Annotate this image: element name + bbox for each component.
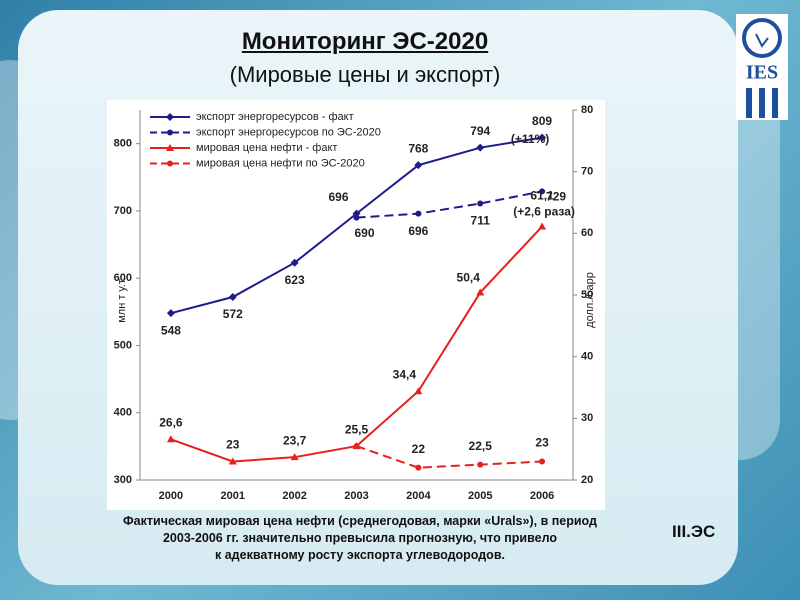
data-label: 34,4 (393, 367, 417, 381)
marker (167, 129, 173, 136)
subtitle: (Мировые цены и экспорт) (229, 62, 501, 87)
legend-label: мировая цена нефти по ЭС-2020 (196, 157, 365, 169)
marker (539, 188, 546, 195)
logo: IES (736, 14, 788, 120)
y2-axis-label: долл./барр (584, 272, 596, 328)
marker (166, 144, 174, 151)
marker (415, 464, 422, 471)
title: Мониторинг ЭС-2020 (241, 28, 489, 55)
y2-tick-label: 70 (581, 166, 593, 178)
annotation: (+11%) (511, 132, 549, 146)
data-label: 22 (412, 442, 426, 456)
section-label: III.ЭС (672, 522, 716, 541)
x-tick-label: 2002 (282, 490, 306, 502)
data-label: 768 (408, 141, 428, 155)
marker (477, 461, 484, 468)
data-label: 696 (408, 224, 428, 238)
series-line (356, 445, 543, 469)
legend-label: экспорт энергоресурсов - факт (196, 111, 354, 123)
marker (415, 210, 422, 217)
x-tick-label: 2004 (406, 490, 431, 502)
marker (228, 457, 237, 465)
y2-tick-label: 30 (581, 412, 593, 424)
marker (228, 293, 237, 302)
marker (290, 258, 299, 267)
y2-tick-label: 60 (581, 227, 593, 239)
logo-circle (742, 18, 782, 58)
caption-line: 2003-2006 гг. значительно превысила прог… (162, 531, 558, 545)
y-tick-label: 300 (114, 474, 132, 486)
y-tick-label: 700 (114, 205, 132, 217)
marker (476, 143, 485, 152)
logo-glyph (755, 33, 769, 48)
series-line (356, 190, 543, 219)
data-label: 623 (285, 273, 305, 287)
x-tick-label: 2006 (530, 490, 554, 502)
marker (166, 113, 174, 121)
data-label: 61,1 (530, 189, 554, 203)
logo-bar (746, 88, 752, 118)
data-label: 50,4 (457, 271, 481, 285)
y-axis-label: млн т у.т. (116, 277, 128, 323)
x-tick-label: 2001 (221, 490, 245, 502)
logo-text: IES (746, 62, 778, 84)
marker (477, 200, 484, 207)
annotation: (+2,6 раза) (513, 205, 575, 219)
data-label: 711 (471, 214, 491, 228)
x-tick-label: 2000 (159, 490, 183, 502)
data-label: 26,6 (159, 415, 183, 429)
caption-line: Фактическая мировая цена нефти (среднего… (123, 514, 597, 528)
legend-label: экспорт энергоресурсов по ЭС-2020 (196, 126, 381, 138)
marker (539, 458, 546, 465)
y-tick-label: 400 (114, 407, 132, 419)
marker (290, 453, 299, 461)
marker (476, 288, 485, 296)
y-tick-label: 600 (114, 272, 132, 284)
y2-tick-label: 40 (581, 351, 593, 363)
data-label: 22,5 (469, 439, 493, 453)
data-label: 23 (226, 438, 240, 452)
y2-tick-label: 80 (581, 104, 593, 116)
data-label: 23,7 (283, 433, 307, 447)
marker (414, 161, 423, 170)
data-label: 572 (223, 307, 243, 321)
y2-tick-label: 50 (581, 289, 593, 301)
marker (414, 387, 423, 395)
marker (538, 133, 547, 142)
marker (166, 309, 175, 318)
marker (166, 435, 175, 443)
data-label: 729 (546, 190, 566, 204)
marker (353, 443, 360, 450)
data-label: 794 (470, 124, 490, 138)
data-label: 696 (328, 190, 348, 204)
x-tick-label: 2005 (468, 490, 492, 502)
marker (353, 214, 360, 221)
y-tick-label: 500 (114, 339, 132, 351)
data-label: 25,5 (345, 422, 369, 436)
x-tick-label: 2003 (344, 490, 368, 502)
data-label: 23 (535, 436, 549, 450)
data-label: 809 (532, 114, 552, 128)
y2-tick-label: 20 (581, 474, 593, 486)
y-tick-label: 800 (114, 138, 132, 150)
marker (538, 222, 547, 230)
legend-label: мировая цена нефти - факт (196, 142, 337, 154)
logo-bar (759, 88, 765, 118)
logo-bar (772, 88, 778, 118)
data-label: 690 (354, 226, 374, 240)
data-label: 548 (161, 323, 181, 337)
marker (167, 160, 173, 167)
caption-line: к адекватному росту экспорта углеводород… (215, 548, 505, 562)
chart-bg (107, 100, 605, 510)
caption: Фактическая мировая цена нефти (среднего… (50, 513, 670, 564)
